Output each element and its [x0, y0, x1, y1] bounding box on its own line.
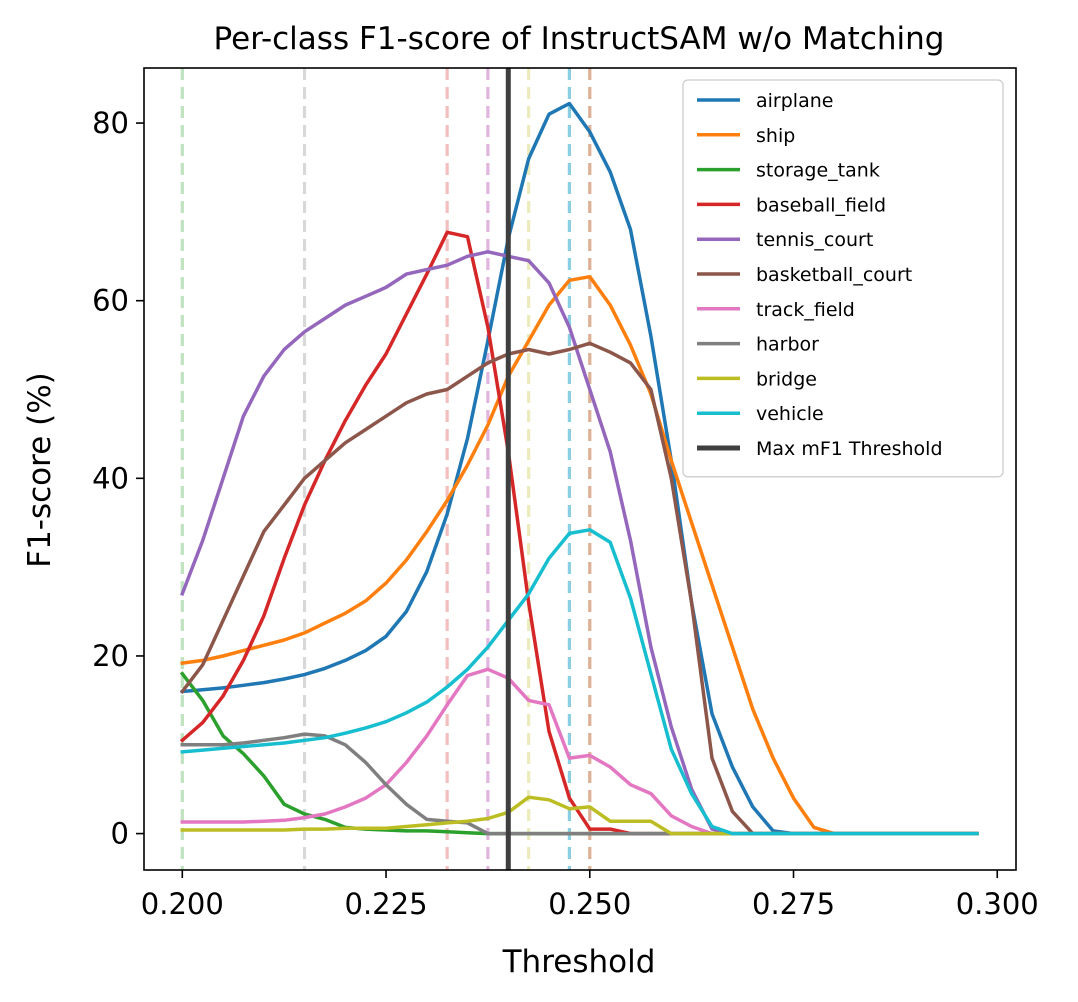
y-tick-label: 80 [92, 106, 129, 140]
legend-label-airplane: airplane [756, 90, 833, 112]
legend-label-baseball-field: baseball_field [756, 194, 886, 216]
legend-label-basketball-court: basketball_court [756, 264, 912, 286]
x-tick-label: 0.275 [752, 887, 835, 921]
axes: 0.200 0.225 0.250 0.275 0.300 0 20 40 60 80 [92, 67, 1039, 921]
y-tick-label: 20 [92, 639, 129, 673]
x-tick-label: 0.250 [548, 887, 631, 921]
legend-label-storage-tank: storage_tank [756, 160, 880, 182]
legend-label-ship: ship [756, 125, 795, 147]
y-axis-label: F1-score (%) [22, 372, 58, 568]
legend-label-harbor: harbor [756, 334, 819, 356]
chart-title: Per-class F1-score of InstructSAM w/o Ma… [214, 21, 945, 57]
plot-area [179, 68, 979, 870]
legend-box [682, 79, 1004, 478]
x-tick-label: 0.225 [345, 887, 428, 921]
x-axis-label: Threshold [502, 944, 656, 980]
axes-frame [143, 67, 1017, 871]
y-tick-label: 60 [92, 284, 129, 318]
legend: airplane ship storage_tank baseball_fieldte… [682, 79, 1004, 478]
legend-label-bridge: bridge [756, 368, 817, 390]
x-tick-label: 0.300 [956, 887, 1039, 921]
series-line-vehicle [180, 528, 979, 836]
y-tick-label: 40 [92, 461, 129, 495]
y-tick-label: 0 [111, 817, 129, 851]
legend-label-tennis-court: tennis_court [756, 229, 873, 251]
legend-label-track-field: track_field [756, 299, 855, 321]
x-tick-label: 0.200 [141, 887, 224, 921]
legend-label-max-mf1-threshold: Max mF1 Threshold [756, 438, 943, 460]
legend-label-vehicle: vehicle [756, 403, 824, 425]
